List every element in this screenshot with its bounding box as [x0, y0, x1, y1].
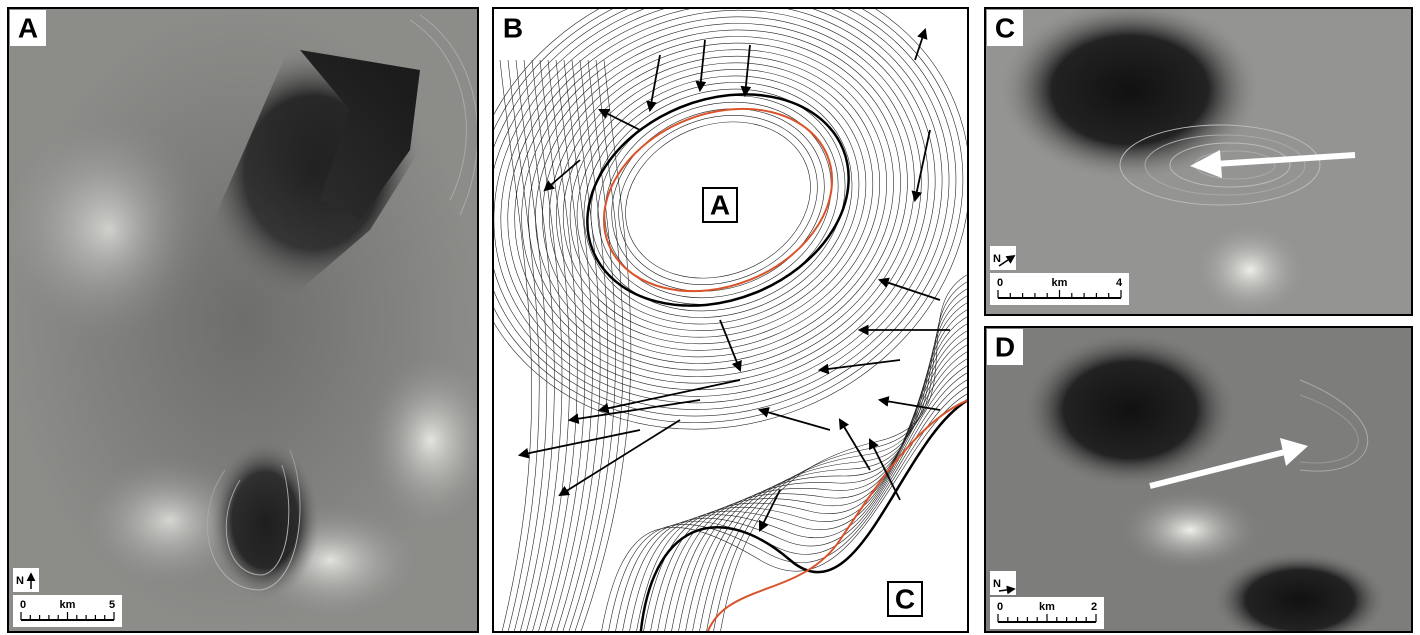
map-label: C: [895, 583, 915, 614]
panel-label: B: [503, 12, 523, 43]
scale-start: 0: [20, 599, 26, 611]
scale-start: 0: [997, 601, 1003, 613]
panel-label: C: [995, 12, 1015, 43]
panel-c-image: [985, 0, 1412, 320]
panel-a-image: [0, 8, 500, 632]
map-label: A: [710, 189, 730, 220]
scale-end: 2: [1091, 601, 1097, 613]
scale-end: 4: [1116, 277, 1123, 289]
scale-unit: km: [1052, 277, 1068, 289]
panel-d-image: [985, 327, 1412, 635]
north-label: N: [993, 578, 1001, 590]
scale-unit: km: [60, 599, 76, 611]
scale-start: 0: [997, 277, 1003, 289]
figure: A B C D A C N 0 km 5 N 0 km 4 N 0 km 2: [0, 0, 1420, 635]
scale-unit: km: [1039, 601, 1055, 613]
north-label: N: [16, 575, 24, 587]
north-label: N: [993, 253, 1001, 265]
scale-end: 5: [109, 599, 115, 611]
panel-label: D: [995, 331, 1015, 362]
panel-label: A: [18, 12, 38, 43]
